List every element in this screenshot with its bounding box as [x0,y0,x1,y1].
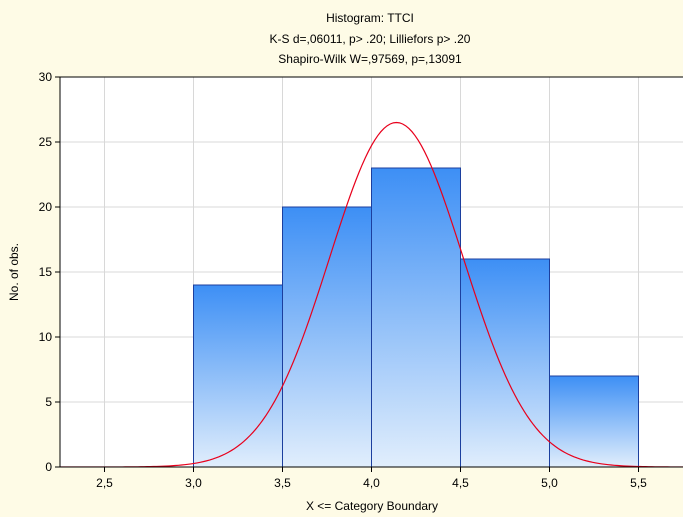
histogram-bars [193,167,639,468]
x-tick-label: 3,5 [274,476,291,490]
histogram-bar-3 [371,167,461,468]
chart-subtitle-sw: Shapiro-Wilk W=,97569, p=,13091 [278,52,462,66]
x-tick-label: 3,0 [185,476,202,490]
x-axis-ticks: 2,5 3,0 3,5 4,0 4,5 5,0 5,5 [96,467,647,490]
y-axis-ticks: 0 5 10 15 20 25 30 [39,70,60,474]
x-tick-label: 5,0 [541,476,558,490]
y-tick-label: 20 [39,200,53,214]
histogram-bar-2 [282,206,372,468]
y-tick-label: 15 [39,265,53,279]
x-tick-label: 4,5 [452,476,469,490]
y-tick-label: 5 [45,395,52,409]
histogram-bar-5 [549,375,639,468]
x-axis-label: X <= Category Boundary [306,499,438,513]
x-tick-label: 2,5 [96,476,113,490]
chart-title: Histogram: TTCI [326,11,414,25]
y-tick-label: 30 [39,70,53,84]
normal-curve [60,121,683,467]
y-tick-label: 0 [45,460,52,474]
chart-subtitle-ks: K-S d=,06011, p> .20; Lilliefors p> .20 [270,32,471,46]
y-tick-label: 10 [39,330,53,344]
x-tick-label: 5,5 [630,476,647,490]
histogram-bar-1 [193,284,283,468]
y-axis-label: No. of obs. [7,243,21,301]
y-tick-label: 25 [39,135,53,149]
x-tick-label: 4,0 [363,476,380,490]
